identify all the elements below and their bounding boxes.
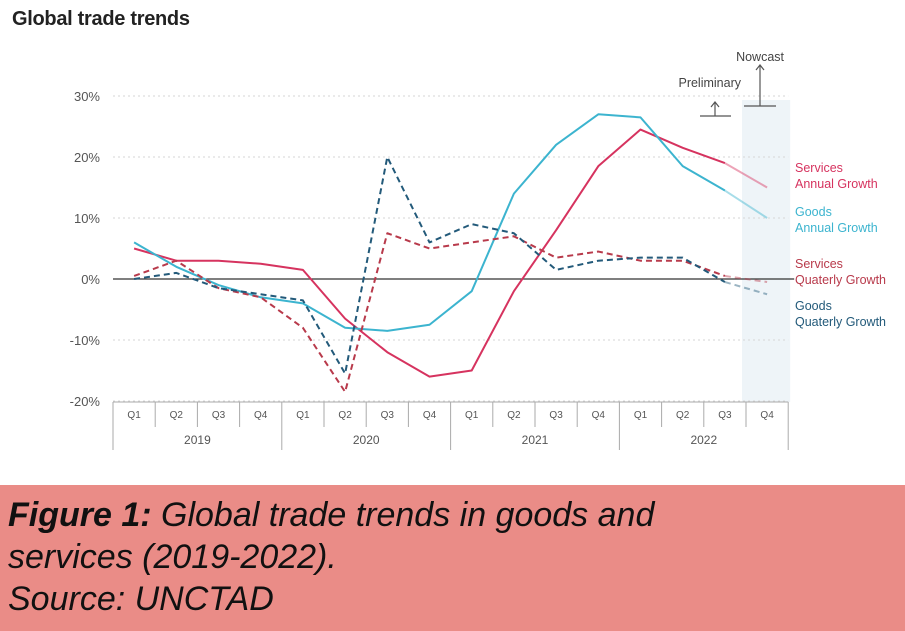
series-line-nowcast	[724, 274, 768, 284]
series-label: Services	[795, 161, 843, 175]
chart-title: Global trade trends	[12, 8, 190, 30]
x-tick-quarter: Q1	[465, 410, 479, 421]
series-label: Quaterly Growth	[795, 273, 886, 287]
x-tick-year: 2020	[353, 433, 380, 447]
x-tick-quarter: Q3	[381, 410, 395, 421]
series-label: Services	[795, 257, 843, 271]
figure-caption: Figure 1: Global trade trends in goods a…	[0, 485, 905, 631]
x-tick-quarter: Q3	[212, 410, 226, 421]
x-tick-quarter: Q3	[549, 410, 563, 421]
y-tick-label: 20%	[74, 150, 100, 165]
x-tick-quarter: Q2	[676, 410, 690, 421]
x-tick-quarter: Q4	[254, 410, 268, 421]
x-tick-quarter: Q2	[507, 410, 521, 421]
series-label: Goods	[795, 299, 832, 313]
chart-panel: 30% 20% 10% 0% -10% -20% Q1 Q2 Q3 Q4 Q1 Q2 Q3 Q4 Q1 Q2 Q…	[12, 8, 887, 450]
x-tick-quarter: Q4	[592, 410, 606, 421]
y-tick-label: -20%	[70, 394, 101, 409]
series-label: Goods	[795, 205, 832, 219]
x-tick-quarter: Q2	[338, 410, 352, 421]
chart-svg: 30% 20% 10% 0% -10% -20% Q1 Q2 Q3 Q4 Q1 Q2 Q3 Q4 Q1 Q2 Q…	[70, 50, 886, 450]
x-tick-year: 2021	[522, 433, 549, 447]
x-tick-quarter: Q1	[634, 410, 648, 421]
caption-text-1: Global trade trends in goods and	[151, 496, 655, 534]
preliminary-arrowhead	[710, 101, 720, 108]
y-tick-label: 0%	[81, 272, 100, 287]
x-tick-quarter: Q1	[296, 410, 310, 421]
y-tick-label: 10%	[74, 211, 100, 226]
x-tick-year: 2019	[184, 433, 211, 447]
nowcast-arrowhead	[755, 64, 765, 71]
x-tick-quarter: Q4	[760, 410, 774, 421]
series-label: Quaterly Growth	[795, 315, 886, 329]
x-tick-quarter: Q2	[170, 410, 184, 421]
x-tick-year: 2022	[690, 433, 717, 447]
series-label: Annual Growth	[795, 221, 878, 235]
annotation-preliminary: Preliminary	[678, 76, 741, 90]
x-tick-quarter: Q1	[127, 410, 141, 421]
caption-line-2: services (2019-2022).	[8, 538, 337, 576]
y-tick-label: 30%	[74, 89, 100, 104]
series-line-nowcast	[724, 189, 768, 219]
caption-figure-label: Figure 1:	[8, 496, 152, 534]
x-tick-quarter: Q4	[423, 410, 437, 421]
series-label: Annual Growth	[795, 177, 878, 191]
series-line	[133, 113, 726, 332]
series-line	[133, 232, 726, 393]
series-line-nowcast	[724, 281, 768, 296]
y-tick-label: -10%	[70, 333, 101, 348]
caption-source: Source: UNCTAD	[8, 580, 274, 618]
series-line	[133, 156, 726, 375]
caption-line-1: Figure 1: Global trade trends in goods a…	[8, 495, 654, 535]
annotation-nowcast: Nowcast	[736, 50, 784, 64]
series-line-nowcast	[724, 162, 768, 189]
series-line	[133, 128, 726, 378]
nowcast-shade	[742, 100, 791, 402]
x-tick-quarter: Q3	[718, 410, 732, 421]
